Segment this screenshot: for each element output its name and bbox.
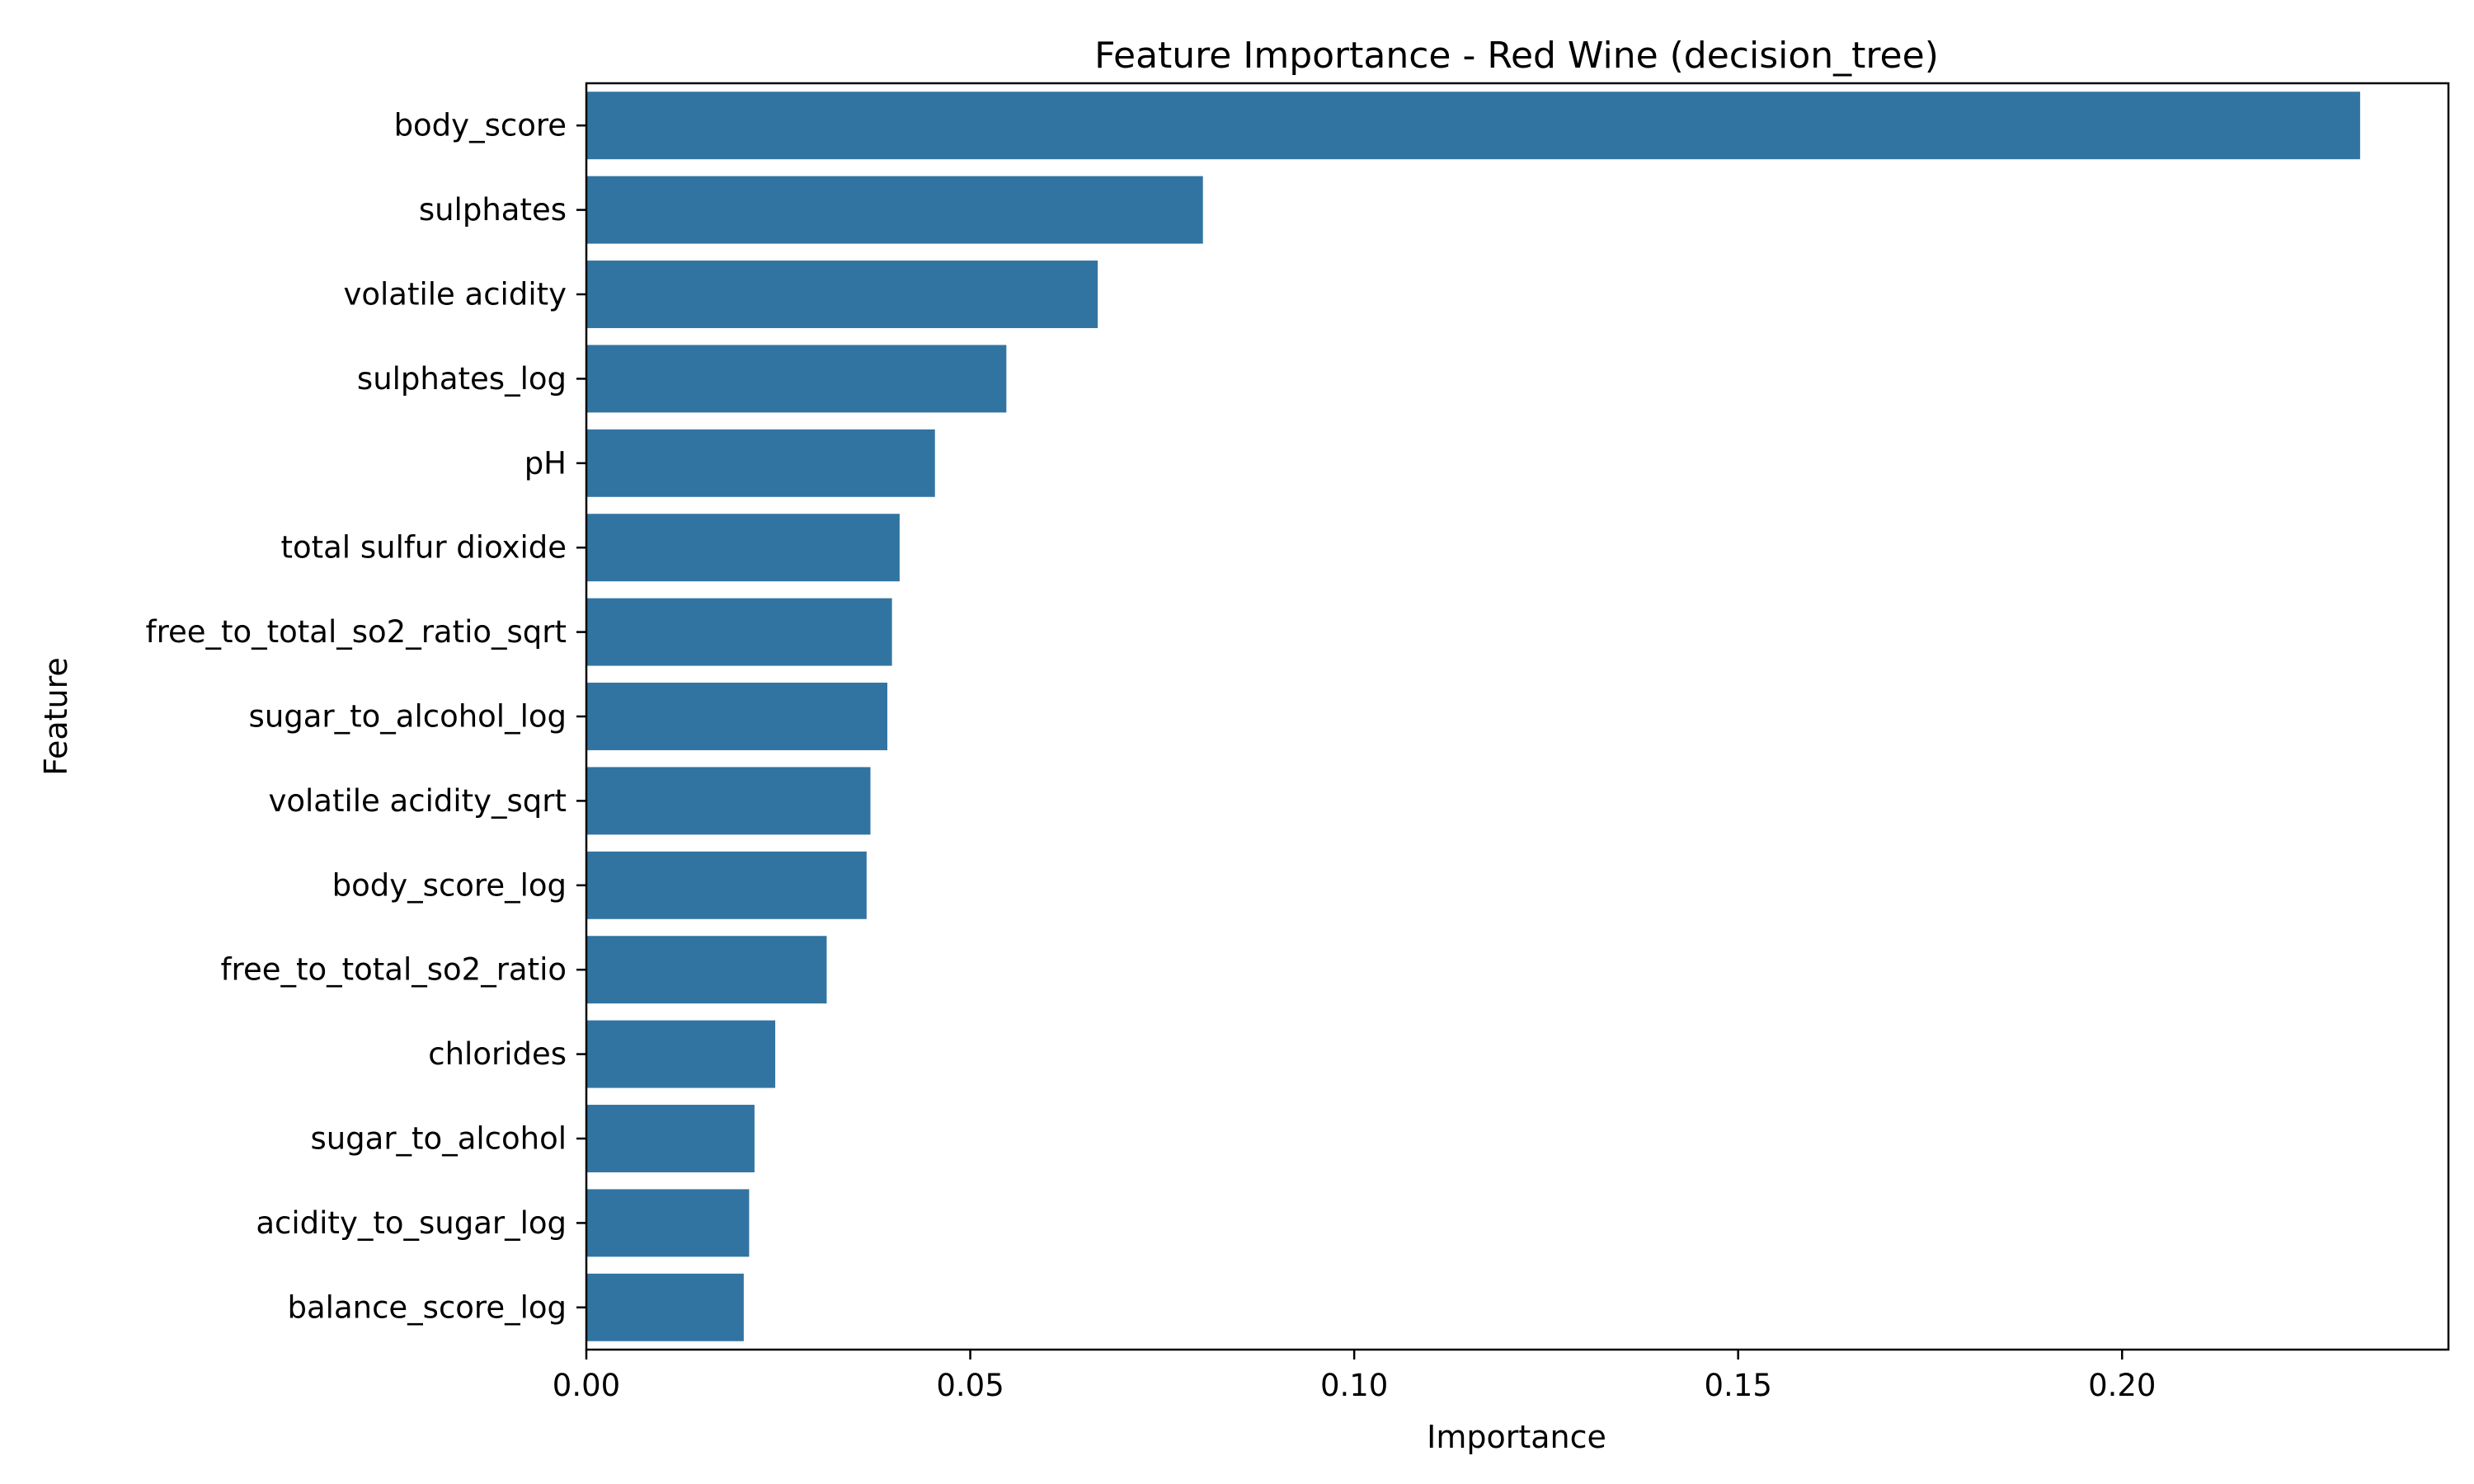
- bar-2: [586, 261, 1098, 328]
- bar-0: [586, 92, 2360, 160]
- bar-10: [586, 936, 827, 1004]
- y-tick-label: sulphates_log: [357, 361, 567, 397]
- y-tick-label: sulphates: [419, 192, 567, 228]
- x-tick-label: 0.00: [553, 1368, 620, 1403]
- bar-9: [586, 851, 867, 919]
- bar-6: [586, 598, 892, 666]
- bar-3: [586, 345, 1007, 413]
- y-axis-ticks: body_score sulphates volatile acidity sulph…: [146, 108, 586, 1325]
- plot-frame: [585, 82, 2450, 1351]
- bar-8: [586, 767, 871, 835]
- y-tick-label: total sulfur dioxide: [280, 530, 567, 566]
- y-tick-label: volatile acidity: [343, 277, 567, 312]
- y-tick-label: chlorides: [428, 1036, 567, 1072]
- y-tick-label: free_to_total_so2_ratio_sqrt: [146, 614, 567, 650]
- x-tick-label: 0.05: [936, 1368, 1004, 1403]
- y-tick-label: acidity_to_sugar_log: [256, 1205, 567, 1241]
- bar-7: [586, 683, 888, 750]
- y-tick-label: balance_score_log: [288, 1289, 567, 1325]
- y-tick-label: sugar_to_alcohol_log: [249, 699, 567, 735]
- x-axis-ticks: 0.00 0.05 0.10 0.15 0.20: [553, 1350, 2156, 1403]
- x-tick-label: 0.20: [2088, 1368, 2156, 1403]
- bar-13: [586, 1189, 750, 1257]
- x-tick-label: 0.15: [1705, 1368, 1772, 1403]
- y-tick-label: volatile acidity_sqrt: [268, 783, 567, 819]
- bar-1: [586, 176, 1203, 244]
- bar-11: [586, 1020, 776, 1088]
- y-tick-label: pH: [524, 445, 567, 481]
- x-axis-label: Importance: [1427, 1419, 1606, 1455]
- bar-4: [586, 429, 935, 497]
- y-axis-label: Feature: [38, 657, 74, 776]
- chart-title: Feature Importance - Red Wine (decision_…: [1094, 35, 1939, 77]
- y-tick-label: body_score_log: [332, 867, 567, 903]
- x-tick-label: 0.10: [1320, 1368, 1388, 1403]
- bars-layer: [586, 92, 2360, 1341]
- bar-12: [586, 1105, 755, 1172]
- bar-5: [586, 514, 900, 582]
- y-tick-label: body_score: [394, 108, 567, 143]
- y-tick-label: sugar_to_alcohol: [310, 1121, 567, 1157]
- y-tick-label: free_to_total_so2_ratio: [221, 952, 567, 988]
- bar-14: [586, 1273, 744, 1341]
